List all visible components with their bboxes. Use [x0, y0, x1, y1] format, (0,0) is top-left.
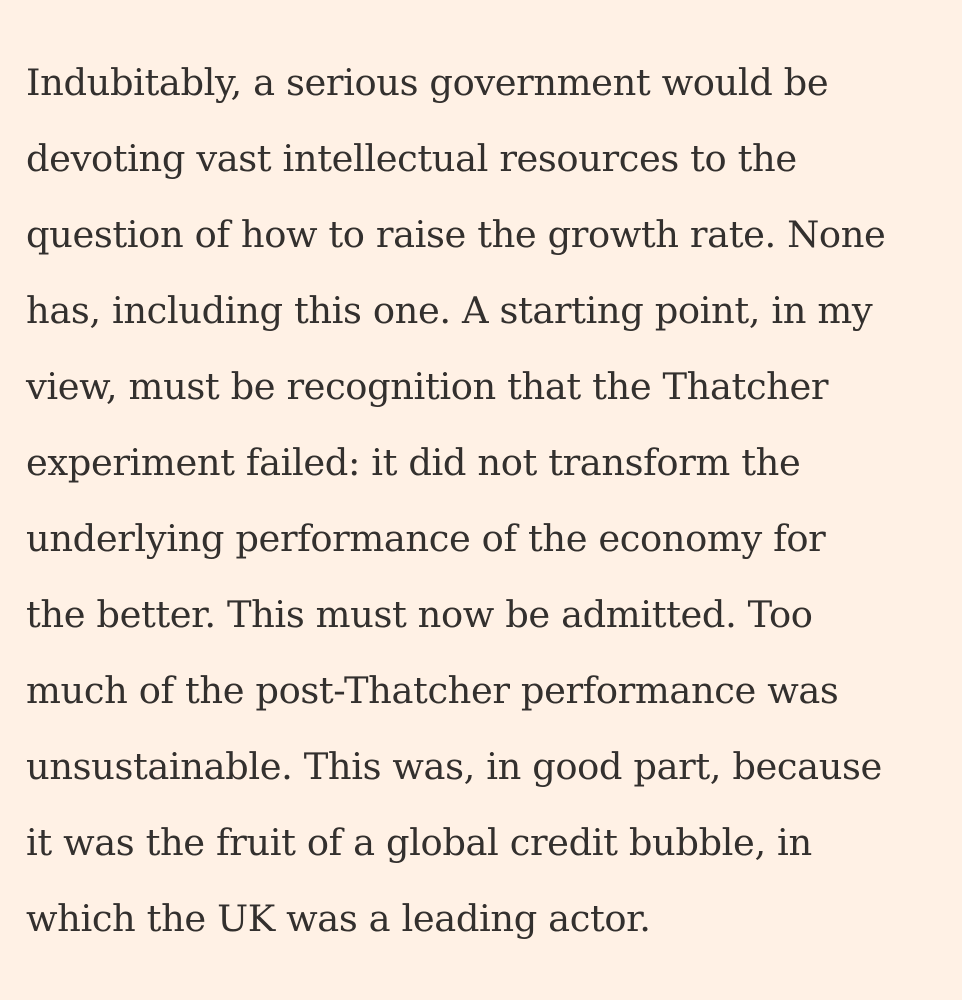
paragraph-line: has, including this one. A starting poin…: [26, 289, 873, 332]
paragraph-line: which the UK was a leading actor.: [26, 897, 651, 940]
article-body: Indubitably, a serious government would …: [26, 45, 962, 957]
paragraph-line: experiment failed: it did not transform …: [26, 441, 801, 484]
paragraph-line: devoting vast intellectual resources to …: [26, 137, 797, 180]
paragraph-line: question of how to raise the growth rate…: [26, 213, 886, 256]
paragraph-line: the better. This must now be admitted. T…: [26, 593, 813, 636]
article-paragraph: Indubitably, a serious government would …: [26, 45, 962, 957]
paragraph-line: it was the fruit of a global credit bubb…: [26, 821, 812, 864]
paragraph-line: unsustainable. This was, in good part, b…: [26, 745, 882, 788]
paragraph-line: view, must be recognition that the Thatc…: [26, 365, 829, 408]
paragraph-line: underlying performance of the economy fo…: [26, 517, 826, 560]
paragraph-line: Indubitably, a serious government would …: [26, 61, 829, 104]
paragraph-line: much of the post-Thatcher performance wa…: [26, 669, 839, 712]
